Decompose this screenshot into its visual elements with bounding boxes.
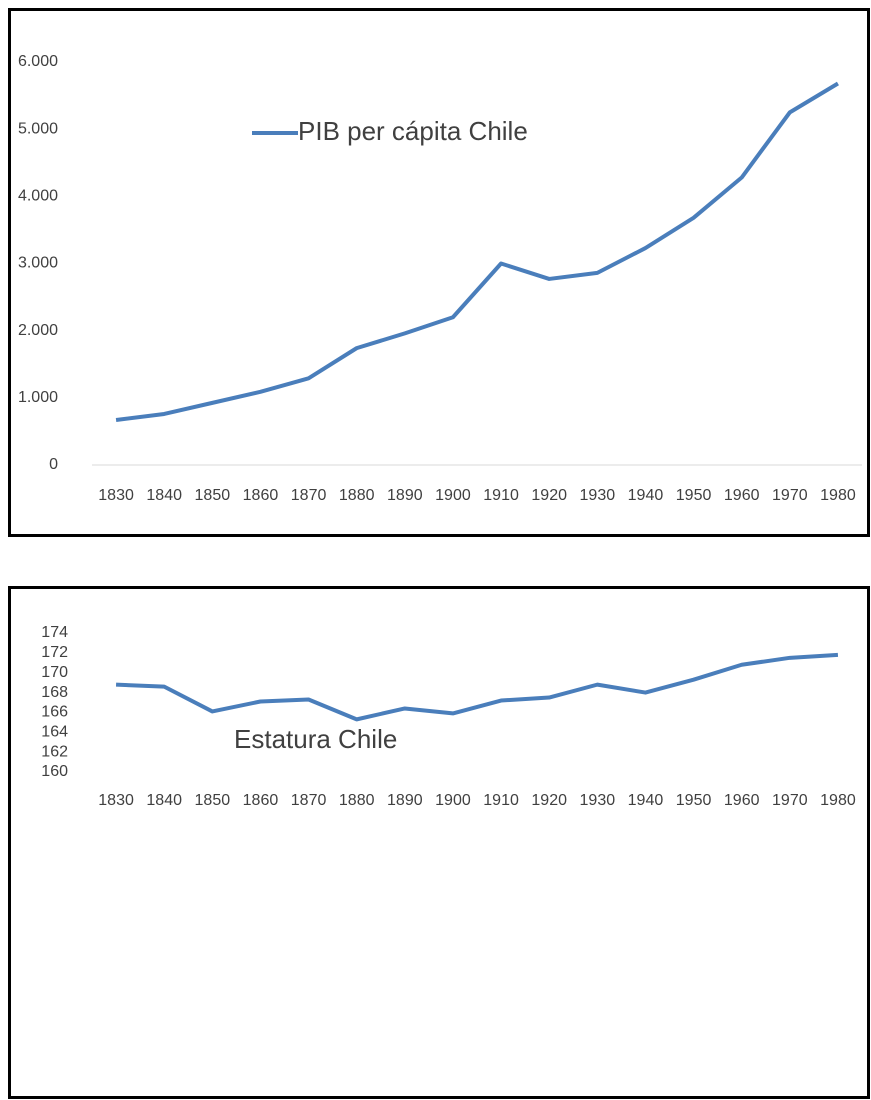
x-tick-label: 1900 — [435, 487, 471, 504]
chart-frame — [8, 586, 870, 1099]
y-tick-label: 2.000 — [18, 322, 58, 339]
x-tick-label: 1910 — [483, 487, 519, 504]
x-tick-label: 1880 — [339, 487, 375, 504]
y-tick-label: 172 — [41, 644, 68, 661]
x-tick-label: 1870 — [291, 792, 327, 809]
x-tick-label: 1860 — [243, 487, 279, 504]
x-tick-label: 1890 — [387, 792, 423, 809]
x-tick-label: 1940 — [628, 487, 664, 504]
y-tick-label: 162 — [41, 743, 68, 760]
x-tick-label: 1860 — [243, 792, 279, 809]
x-tick-label: 1930 — [580, 792, 616, 809]
x-tick-label: 1900 — [435, 792, 471, 809]
x-tick-label: 1840 — [146, 487, 182, 504]
x-tick-label: 1920 — [531, 487, 567, 504]
x-tick-label: 1850 — [195, 792, 231, 809]
x-tick-label: 1950 — [676, 792, 712, 809]
y-tick-label: 5.000 — [18, 120, 58, 137]
y-tick-label: 168 — [41, 684, 68, 701]
y-tick-label: 0 — [49, 456, 58, 473]
x-tick-label: 1830 — [98, 487, 134, 504]
x-tick-label: 1840 — [146, 792, 182, 809]
y-tick-label: 164 — [41, 724, 68, 741]
x-tick-label: 1950 — [676, 487, 712, 504]
y-tick-label: 174 — [41, 624, 68, 641]
y-tick-label: 170 — [41, 664, 68, 681]
x-tick-label: 1960 — [724, 487, 760, 504]
x-tick-label: 1970 — [772, 792, 808, 809]
x-tick-label: 1880 — [339, 792, 375, 809]
x-tick-label: 1960 — [724, 792, 760, 809]
x-tick-label: 1930 — [580, 487, 616, 504]
y-tick-label: 1.000 — [18, 389, 58, 406]
y-tick-label: 160 — [41, 763, 68, 780]
x-tick-label: 1970 — [772, 487, 808, 504]
data-line — [115, 81, 839, 422]
x-tick-label: 1830 — [98, 792, 134, 809]
y-tick-label: 3.000 — [18, 255, 58, 272]
y-tick-label: 166 — [41, 704, 68, 721]
y-tick-label: 6.000 — [18, 53, 58, 70]
x-tick-label: 1940 — [628, 792, 664, 809]
x-tick-label: 1980 — [820, 792, 856, 809]
legend-label: PIB per cápita Chile — [298, 116, 528, 146]
x-tick-label: 1920 — [531, 792, 567, 809]
x-tick-label: 1910 — [483, 792, 519, 809]
x-tick-label: 1890 — [387, 487, 423, 504]
y-tick-label: 4.000 — [18, 188, 58, 205]
x-tick-label: 1850 — [195, 487, 231, 504]
data-line — [115, 652, 839, 722]
chart-frame — [8, 8, 870, 537]
x-tick-label: 1980 — [820, 487, 856, 504]
chart-title: Estatura Chile — [234, 724, 397, 754]
x-tick-label: 1870 — [291, 487, 327, 504]
